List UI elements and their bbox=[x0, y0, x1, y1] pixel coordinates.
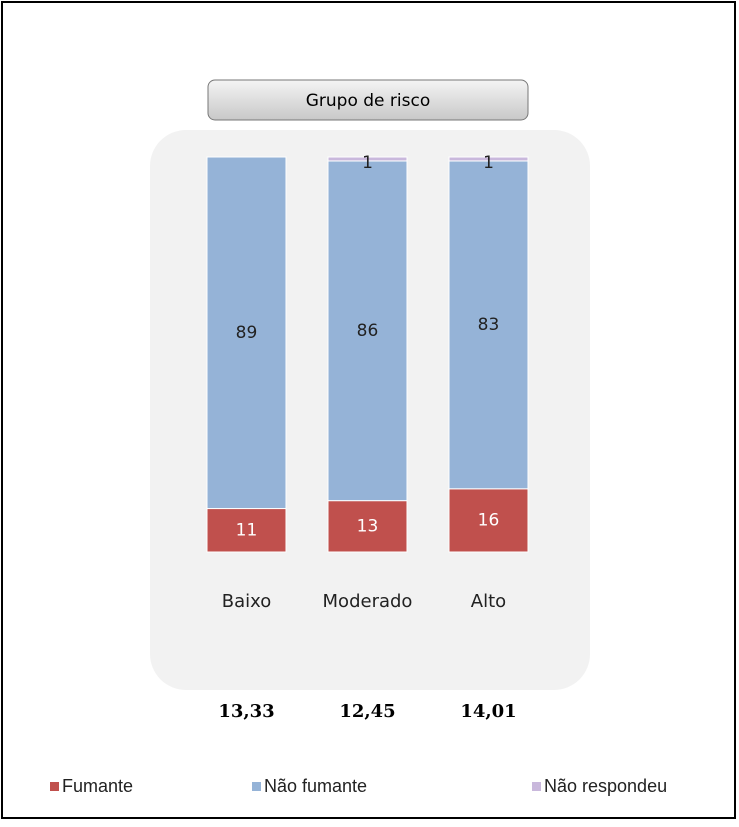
legend-swatch bbox=[532, 782, 541, 791]
bar-segment bbox=[327, 160, 408, 502]
x-tick-label: Alto bbox=[471, 591, 506, 612]
data-label: 1 bbox=[362, 153, 373, 173]
legend-swatch bbox=[252, 782, 261, 791]
data-label: 1 bbox=[483, 153, 494, 173]
data-label: 83 bbox=[478, 315, 500, 335]
data-label: 13 bbox=[357, 516, 379, 536]
title-box bbox=[207, 79, 529, 121]
bar-segment bbox=[206, 156, 287, 510]
bar-segment bbox=[206, 508, 287, 553]
chart-title: Grupo de risco bbox=[306, 91, 431, 111]
x-tick-label: Moderado bbox=[323, 591, 413, 612]
footer-label: 13,33 bbox=[218, 701, 274, 722]
data-label: 89 bbox=[236, 323, 258, 343]
bar-segment bbox=[448, 160, 529, 490]
legend-label: Fumante bbox=[62, 776, 133, 796]
data-label: 16 bbox=[478, 510, 500, 530]
footer-label: 14,01 bbox=[460, 701, 516, 722]
footer-label: 12,45 bbox=[339, 701, 395, 722]
data-label: 11 bbox=[236, 520, 258, 540]
legend-label: Não fumante bbox=[264, 776, 367, 796]
bar-segment bbox=[448, 488, 529, 553]
bar-segment bbox=[327, 500, 408, 553]
legend-label: Não respondeu bbox=[544, 776, 667, 796]
x-tick-label: Baixo bbox=[222, 591, 272, 612]
data-label: 86 bbox=[357, 321, 379, 341]
bar-segment bbox=[448, 156, 529, 162]
bar-segment bbox=[327, 156, 408, 162]
legend-swatch bbox=[50, 782, 59, 791]
